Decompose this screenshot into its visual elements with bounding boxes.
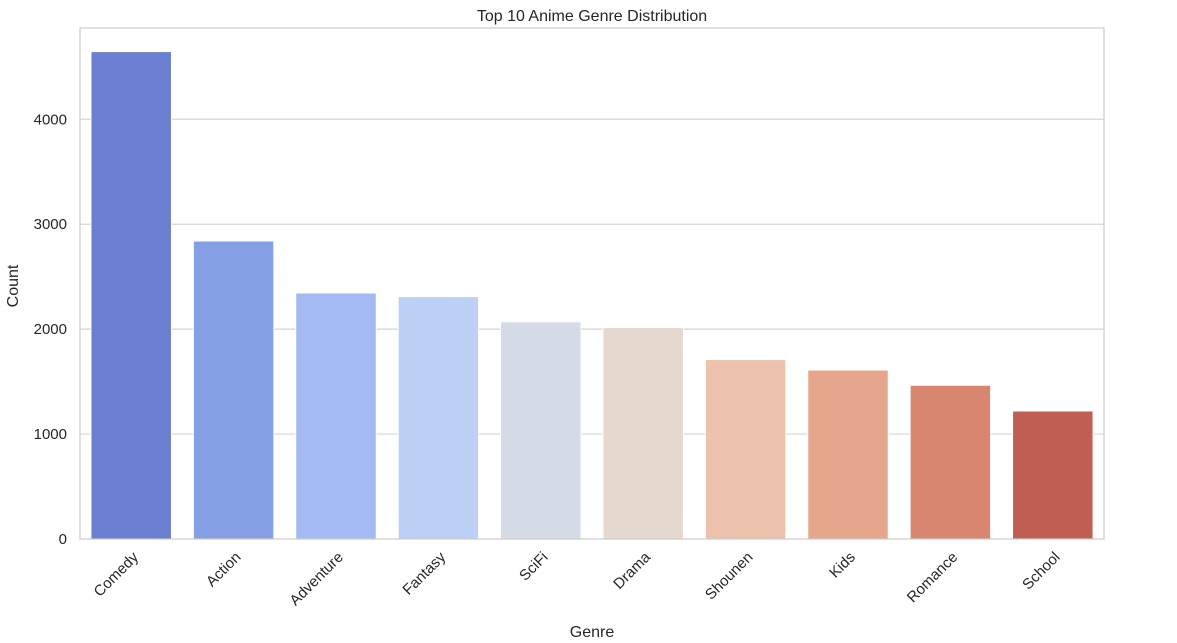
y-axis-label: Count: [5, 264, 22, 307]
x-tick-label: Romance: [904, 549, 961, 606]
y-tick-label: 2000: [34, 321, 67, 338]
x-tick-label: Kids: [826, 549, 859, 582]
y-tick-label: 0: [59, 531, 67, 548]
y-tick-label: 4000: [34, 111, 67, 128]
x-tick-label: Action: [203, 549, 245, 591]
bar-action: [192, 240, 275, 540]
bar-school: [1012, 410, 1094, 540]
x-tick-label: Shounen: [702, 549, 756, 603]
bar-scifi: [500, 321, 582, 540]
bar-romance: [909, 384, 992, 540]
y-tick-label: 3000: [34, 216, 67, 233]
bar-drama: [602, 327, 684, 540]
x-tick-labels: Comedy Action Adventure Fantasy SciFi Drama Sh…: [91, 548, 1064, 609]
x-tick-label: Adventure: [286, 549, 346, 609]
y-tick-labels: 0 1000 2000 3000 4000: [34, 111, 67, 548]
bar-comedy: [90, 51, 172, 540]
bar-kids: [807, 369, 889, 540]
x-tick-label: School: [1019, 549, 1063, 593]
y-tick-label: 1000: [34, 426, 67, 443]
x-tick-label: SciFi: [516, 549, 552, 585]
chart-title: Top 10 Anime Genre Distribution: [477, 8, 707, 25]
x-tick-label: Comedy: [91, 548, 143, 600]
bar-adventure: [295, 292, 377, 540]
x-tick-label: Fantasy: [399, 548, 449, 598]
bars: [90, 51, 1094, 540]
plot-frame: [79, 27, 1105, 540]
bar-fantasy: [397, 296, 480, 540]
x-axis-label: Genre: [570, 624, 615, 641]
bar-shounen: [704, 359, 787, 540]
x-tick-label: Drama: [610, 548, 654, 592]
